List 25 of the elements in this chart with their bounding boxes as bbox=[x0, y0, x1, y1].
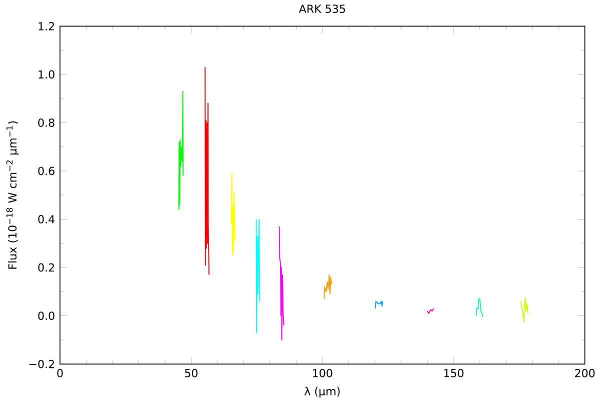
y-tick-label: 0.2 bbox=[38, 263, 54, 272]
x-tick-label: 200 bbox=[575, 368, 595, 378]
chart-title: ARK 535 bbox=[298, 4, 346, 13]
y-axis-title: Flux (10$^{−18}$ W cm$^{−2}$ μm$^{−1}$) bbox=[6, 121, 19, 269]
line-series bbox=[374, 300, 384, 310]
line-series bbox=[278, 226, 284, 340]
line-series bbox=[520, 297, 528, 322]
y-tick-label: 0.6 bbox=[38, 166, 54, 176]
line-series bbox=[256, 218, 260, 334]
x-tick-label: 150 bbox=[444, 368, 464, 378]
y-tick-label: 0.4 bbox=[38, 215, 54, 224]
line-series bbox=[230, 172, 236, 256]
x-tick-label: 0 bbox=[57, 368, 63, 378]
y-tick-label: 0.0 bbox=[38, 312, 54, 320]
y-tick-label: 1.0 bbox=[38, 70, 54, 79]
x-tick-label: 100 bbox=[313, 368, 332, 378]
x-tick-label: 50 bbox=[185, 368, 198, 378]
line-series bbox=[324, 274, 332, 300]
y-tick-label: 0.8 bbox=[38, 118, 54, 127]
line-series bbox=[204, 66, 210, 276]
line-series bbox=[476, 298, 484, 318]
y-tick-label: −0.2 bbox=[29, 360, 54, 368]
line-series bbox=[178, 90, 184, 210]
y-tick-label: 1.2 bbox=[38, 22, 54, 30]
x-axis-title: λ (μm) bbox=[304, 386, 340, 398]
